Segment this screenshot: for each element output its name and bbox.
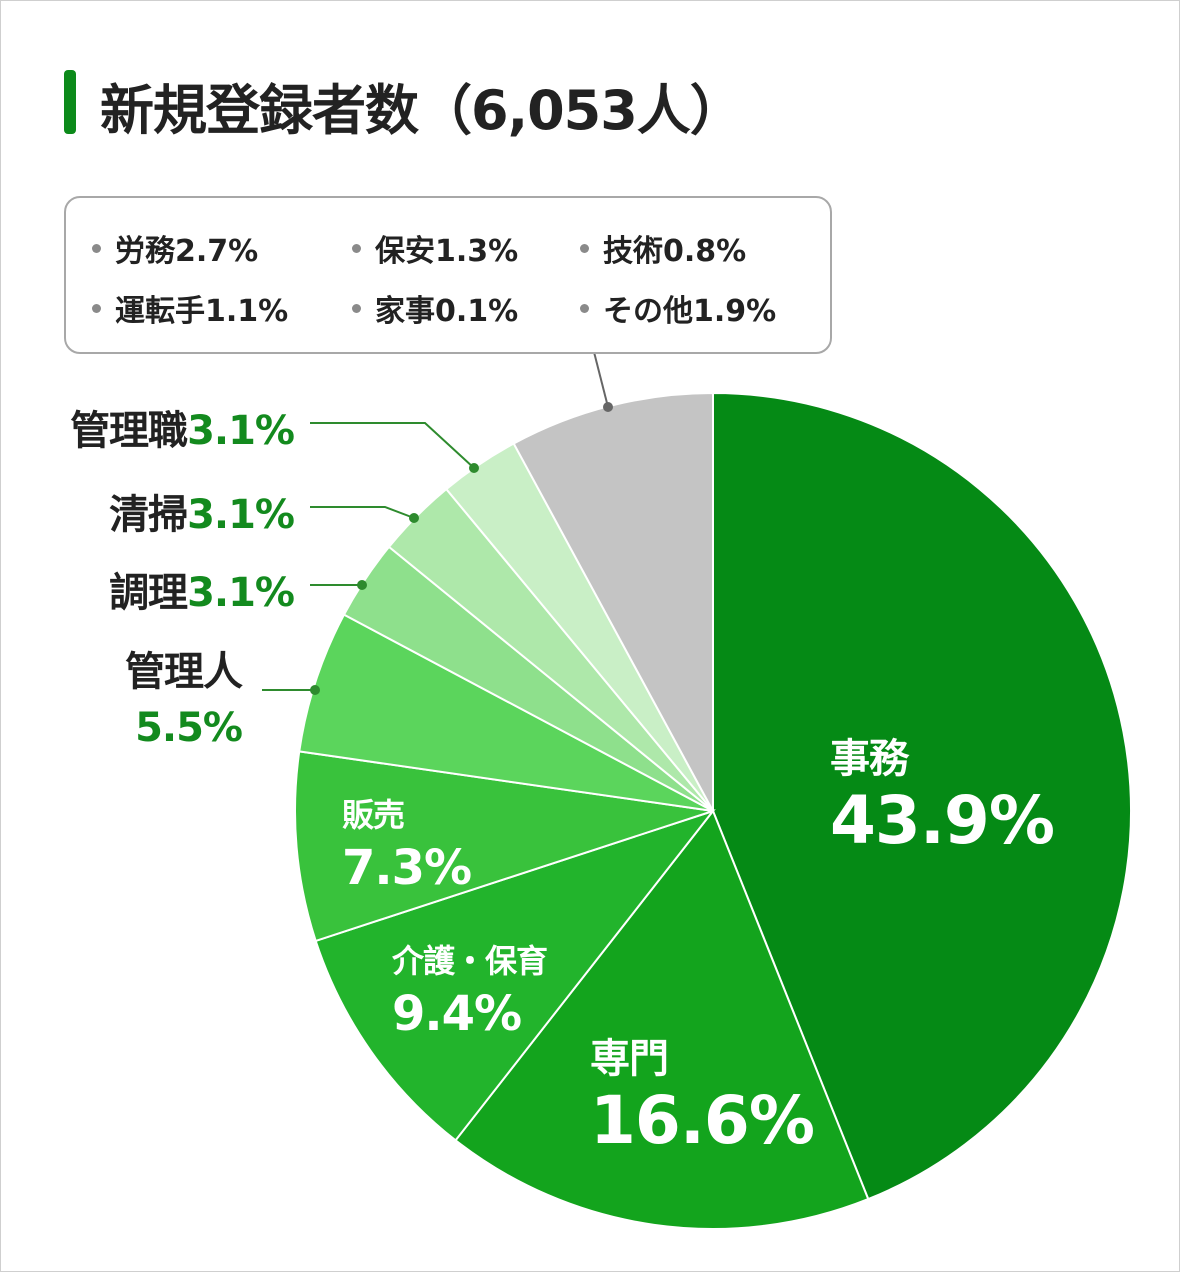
bullet-icon: [92, 244, 101, 253]
title-accent-bar: [64, 70, 76, 134]
leader-dot-seiso: [409, 513, 419, 523]
legend-item-roumu: 労務2.7%: [92, 226, 258, 270]
pie-slice-1: [454, 809, 870, 1230]
bullet-icon: [580, 304, 589, 313]
label-hanbai: 販売 7.3%: [342, 796, 472, 896]
leader-lines: [262, 351, 613, 695]
legend-item-sonota: その他1.9%: [580, 286, 776, 330]
leader-dot-chori: [357, 580, 367, 590]
label-kanrinin: 管理人 5.5%: [125, 649, 243, 751]
pie-slice-3: [294, 750, 714, 943]
legend-item-untenshu: 運転手1.1%: [92, 286, 288, 330]
label-jimu: 事務 43.9%: [830, 736, 1055, 859]
label-chori: 調理3.1%: [109, 570, 295, 616]
bullet-icon: [352, 244, 361, 253]
bullet-icon: [580, 244, 589, 253]
leader-dot-kanrishoku: [469, 463, 479, 473]
leader-line-other: [593, 351, 609, 408]
label-seiso: 清掃3.1%: [109, 492, 295, 538]
bullet-icon: [352, 304, 361, 313]
legend-item-gijutsu: 技術0.8%: [580, 226, 746, 270]
legend-item-kaji: 家事0.1%: [352, 286, 518, 330]
label-senmon: 専門 16.6%: [590, 1036, 815, 1159]
legend-item-hoan: 保安1.3%: [352, 226, 518, 270]
pie-slice-4: [298, 613, 714, 812]
leader-dot-kanrinin: [310, 685, 320, 695]
other-breakdown-box: 労務2.7% 保安1.3% 技術0.8% 運転手1.1% 家事0.1% その他1…: [64, 196, 832, 354]
label-kaigo: 介護・保育 9.4%: [392, 942, 548, 1042]
bullet-icon: [92, 304, 101, 313]
label-kanrishoku: 管理職3.1%: [70, 408, 295, 454]
leader-dot-other: [603, 402, 613, 412]
leader-line-kanrishoku: [310, 422, 475, 469]
leader-line-seiso: [310, 506, 415, 519]
pie-slice-2: [314, 809, 716, 1142]
chart-title: 新規登録者数（6,053人）: [100, 79, 744, 142]
pie-slice-0: [712, 391, 1132, 1201]
